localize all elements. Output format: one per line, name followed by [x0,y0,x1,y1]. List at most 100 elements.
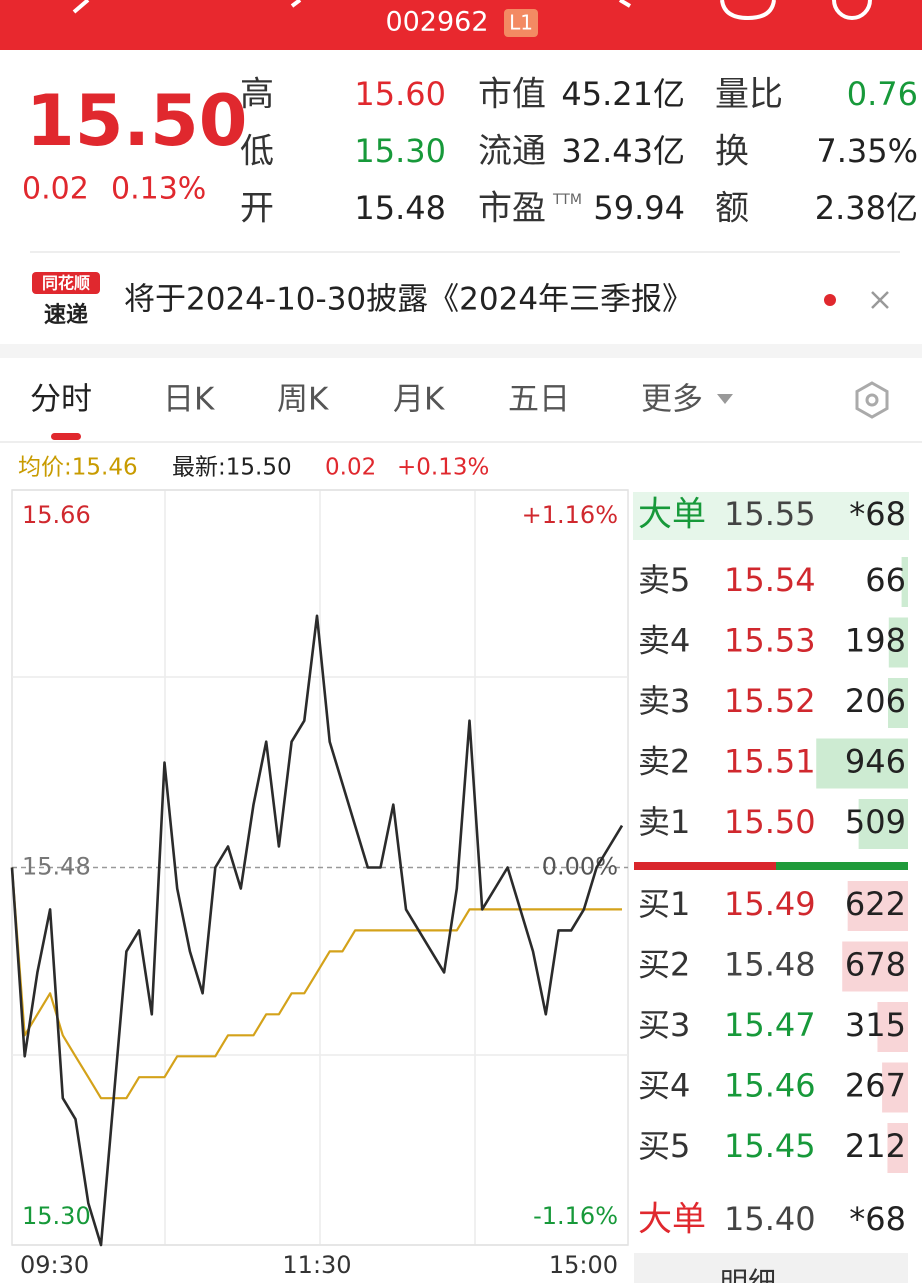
tab[interactable]: 更多 [641,382,703,418]
y2-tick-label: 0.00% [542,853,618,881]
level-volume: 678 [845,946,906,984]
level-price: 15.48 [724,946,816,984]
stat-label: 额 [715,189,749,229]
level-label: 买4 [638,1067,690,1105]
volume-bar [877,1002,908,1052]
close-notice[interactable] [871,291,889,309]
more-arrow[interactable] [717,394,733,404]
next-stock[interactable] [618,0,632,8]
volume-bar [888,678,908,728]
level-label: 买3 [638,1006,690,1044]
buy-ratio-bar [776,862,908,870]
notice-logo-bottom: 速递 [44,302,88,328]
x-tick-label: 11:30 [282,1251,351,1279]
stat-value: 32.43亿 [561,132,685,170]
tab[interactable]: 月K [393,382,445,418]
stat-label: 流通 [478,132,546,172]
order-book: 卖5 15.54 66 卖4 15.53 198 卖3 15.52 206 卖2 15.51 946 卖… [638,557,908,1173]
last-price: 15.50 [26,80,247,162]
y-tick-label: 15.66 [22,501,91,529]
big-sell-label: 大单 [638,495,706,535]
stat-value: 45.21亿 [561,75,685,113]
big-sell-price: 15.55 [724,495,816,533]
stat-label: 换 [715,132,749,172]
tab[interactable]: 日K [163,382,215,418]
stat-value: 15.60 [354,75,446,113]
stat-value: 59.94 [593,189,685,227]
level-label: 卖5 [638,561,690,599]
section-gap [0,344,922,358]
level-volume: 315 [845,1006,906,1044]
level-price: 15.46 [724,1067,816,1105]
level-price: 15.50 [724,803,816,841]
level-price: 15.45 [724,1127,816,1165]
volume-bar [858,799,908,849]
price-change: 0.02 [22,172,89,207]
x-tick-label: 15:00 [549,1251,618,1279]
back-button[interactable] [72,0,90,14]
active-tab-underline [51,433,81,440]
level-label: 卖1 [638,803,690,841]
y2-tick-label: +1.16% [522,501,618,529]
stat-label: 市值 [478,75,546,115]
volume-bar [842,941,908,992]
detail-tab-bg [634,1253,908,1283]
search-icon[interactable] [832,0,872,20]
level-label: 卖4 [638,622,690,660]
volume-bar [847,881,908,931]
stat-label: 低 [240,132,274,172]
price-line [10,867,622,1100]
info-change-pct: +0.13% [397,455,489,481]
big-buy-label: 大单 [638,1200,706,1240]
info-change: 0.02 [325,455,376,481]
level-badge-text: L1 [509,11,533,35]
settings-icon-dot [865,393,879,407]
level-label: 买2 [638,946,690,984]
settings-icon[interactable] [855,381,889,419]
volume-bar [887,1123,908,1173]
stat-label: 开 [240,189,274,229]
intraday-chart: 15.66 15.48 15.30 +1.16% 0.00% -1.16% 09:30 11:… [10,489,628,1279]
tab[interactable]: 周K [277,382,329,418]
notice-logo-top: 同花顺 [42,274,90,293]
level-badge [504,9,538,37]
prev-stock[interactable] [290,0,302,8]
volume-bar [901,557,908,607]
stat-label-sup: TTM [552,192,582,208]
avg-price: 均价:15.46 [18,455,138,481]
tab[interactable]: 分时 [30,382,92,418]
y-tick-label: 15.30 [22,1202,91,1230]
level-price: 15.49 [724,885,816,923]
level-label: 买5 [638,1127,690,1165]
stat-value: 15.48 [354,189,446,227]
service-icon[interactable] [720,0,776,21]
big-buy-price: 15.40 [724,1200,816,1238]
unread-dot [824,294,836,306]
level-volume: 509 [845,803,906,841]
stock-code: 002962 [385,7,488,38]
x-tick-label: 09:30 [20,1251,89,1279]
notice-logo [32,272,100,294]
level-volume: 267 [845,1067,906,1105]
level-volume: 622 [845,885,906,923]
level-price: 15.53 [724,622,816,660]
level-volume: 66 [865,561,906,599]
y2-tick-label: -1.16% [533,1202,618,1230]
tab[interactable]: 五日 [508,382,570,418]
price-line [10,614,624,1247]
stat-label: 市盈 [478,189,546,229]
big-buy-volume: *68 [849,1200,906,1238]
level-volume: 198 [845,622,906,660]
level-volume: 946 [845,743,906,781]
stat-value: 0.76 [847,75,918,113]
stat-label: 高 [240,75,274,115]
level-price: 15.52 [724,682,816,720]
price-change-pct: 0.13% [111,172,206,207]
level-price: 15.47 [724,1006,816,1044]
volume-bar [888,617,908,668]
detail-tab[interactable]: 明细 [720,1266,776,1283]
level-volume: 212 [845,1127,906,1165]
notice-text[interactable]: 将于2024-10-30披露《2024年三季报》 [124,282,693,318]
